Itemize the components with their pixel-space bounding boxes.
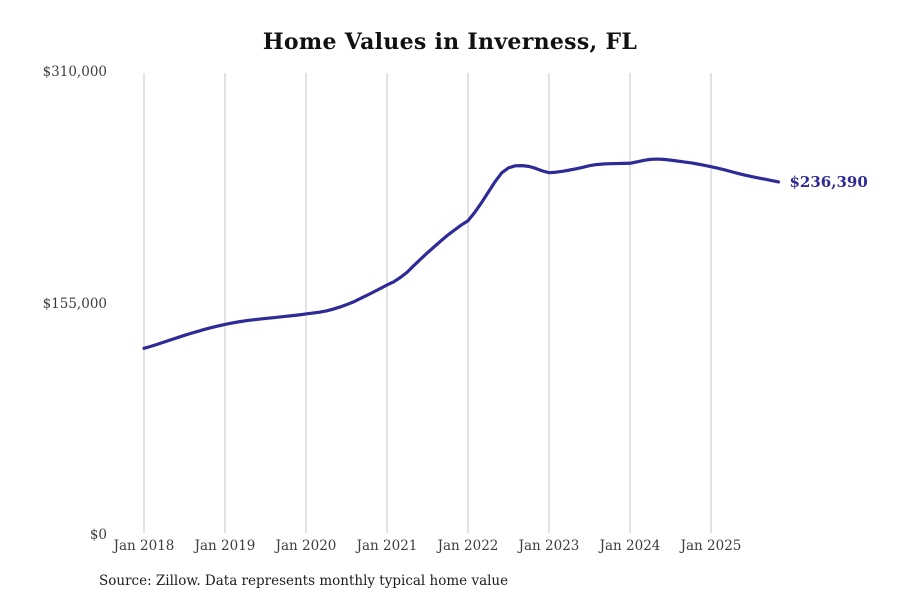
y-axis-tick-label: $155,000 [42, 295, 107, 312]
vertical-gridlines [143, 73, 712, 533]
series-end-value-label: $236,390 [789, 172, 868, 191]
x-axis-tick-label: Jan 2024 [599, 538, 661, 554]
x-axis-tick-label: Jan 2025 [680, 538, 742, 554]
chart-title: Home Values in Inverness, FL [262, 29, 638, 55]
home-value-series-line [142, 157, 781, 350]
x-axis-tick-label: Jan 2021 [356, 538, 418, 554]
x-axis-tick-label: Jan 2018 [113, 538, 175, 554]
source-note: Source: Zillow. Data represents monthly … [99, 573, 509, 589]
y-axis-tick-label: $310,000 [42, 64, 107, 80]
x-axis-tick-label: Jan 2019 [194, 538, 256, 554]
x-axis-tick-label: Jan 2023 [518, 538, 580, 554]
y-axis-tick-label: $0 [89, 527, 107, 543]
x-axis-tick-label: Jan 2022 [437, 538, 499, 554]
x-axis-tick-label: Jan 2020 [275, 538, 337, 554]
